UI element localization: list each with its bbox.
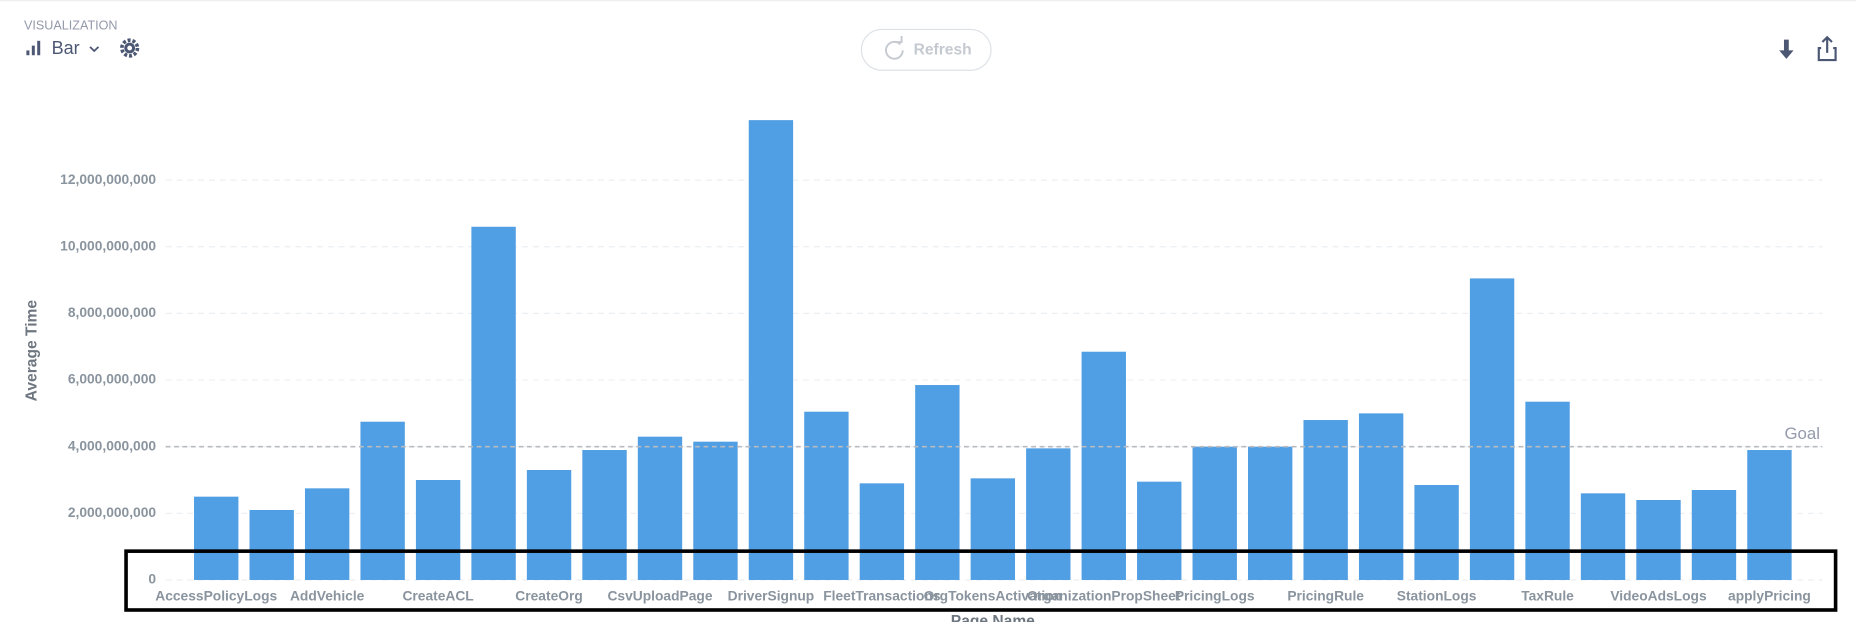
bar xyxy=(1414,485,1459,580)
bar xyxy=(1137,481,1182,580)
bar xyxy=(415,480,461,580)
x-tick-label: PricingLogs xyxy=(1175,588,1255,603)
x-tick-label: CreateOrg xyxy=(515,588,582,603)
refresh-icon xyxy=(885,40,904,60)
y-tick-label: 6,000,000,000 xyxy=(68,372,157,387)
bar xyxy=(1747,450,1792,580)
x-tick-label: AccessPolicyLogs xyxy=(155,588,277,603)
x-tick-label: AddVehicle xyxy=(290,588,365,603)
y-axis-title: Average Time xyxy=(24,300,41,402)
x-axis-title: Page Name xyxy=(951,613,1035,622)
refresh-label: Refresh xyxy=(914,42,972,59)
bar xyxy=(693,441,738,580)
bar xyxy=(471,226,516,580)
x-tick-label: applyPricing xyxy=(1728,588,1811,603)
x-tick-label: OrganizationPropSheet xyxy=(1027,588,1181,603)
highlight-box xyxy=(124,549,1838,612)
x-tick-label: PricingRule xyxy=(1287,588,1364,603)
bar xyxy=(1636,500,1681,580)
bar xyxy=(304,488,350,580)
x-tick-label: VideoAdsLogs xyxy=(1610,588,1707,603)
refresh-arrow xyxy=(895,36,903,43)
share-icon[interactable] xyxy=(1817,35,1837,62)
bar xyxy=(637,436,683,580)
chevron[interactable] xyxy=(89,46,100,53)
bar xyxy=(1192,446,1237,580)
bar xyxy=(1580,493,1626,580)
x-tick-label: DriverSignup xyxy=(728,588,815,603)
x-tick-label: TaxRule xyxy=(1521,588,1574,603)
bar xyxy=(1026,448,1071,580)
y-tick-label: 2,000,000,000 xyxy=(68,505,157,520)
bar xyxy=(360,421,405,580)
y-tick-label: 12,000,000,000 xyxy=(60,172,156,187)
x-tick-label: CsvUploadPage xyxy=(607,588,712,603)
bar xyxy=(970,478,1016,580)
download-icon[interactable] xyxy=(1779,39,1794,59)
y-tick-label: 4,000,000,000 xyxy=(68,438,157,453)
bar xyxy=(859,483,905,580)
bar xyxy=(748,120,794,580)
bar xyxy=(1248,446,1293,580)
bar xyxy=(915,385,960,580)
bar xyxy=(1469,278,1515,580)
bar xyxy=(249,509,294,580)
bar xyxy=(582,450,627,580)
viz-type[interactable]: Bar xyxy=(52,38,80,58)
section-label: VISUALIZATION xyxy=(24,19,118,33)
x-tick-label: StationLogs xyxy=(1397,588,1477,603)
bar-icon xyxy=(26,40,41,56)
plot: 0 2,000,000,000 4,000,000,000 6,000,000,000… xyxy=(60,120,1823,603)
x-tick-label: FleetTransactions xyxy=(823,588,941,603)
x-tick-label: OrgTokensActivation xyxy=(924,588,1063,603)
bar xyxy=(194,496,239,580)
bar xyxy=(1081,351,1126,580)
y-tick-label: 8,000,000,000 xyxy=(68,305,157,320)
goal-label: Goal xyxy=(1785,424,1820,443)
bar xyxy=(804,411,849,580)
y-tick-label: 10,000,000,000 xyxy=(60,238,156,253)
x-tick-label: CreateACL xyxy=(402,588,473,603)
refresh-button[interactable] xyxy=(860,28,992,71)
y-tick-label: 0 xyxy=(148,572,156,587)
bar xyxy=(1525,401,1570,580)
bar xyxy=(1358,413,1404,580)
bar xyxy=(526,470,572,580)
settings-icon[interactable] xyxy=(120,38,140,58)
bar xyxy=(1303,420,1348,580)
bar xyxy=(1691,490,1737,580)
